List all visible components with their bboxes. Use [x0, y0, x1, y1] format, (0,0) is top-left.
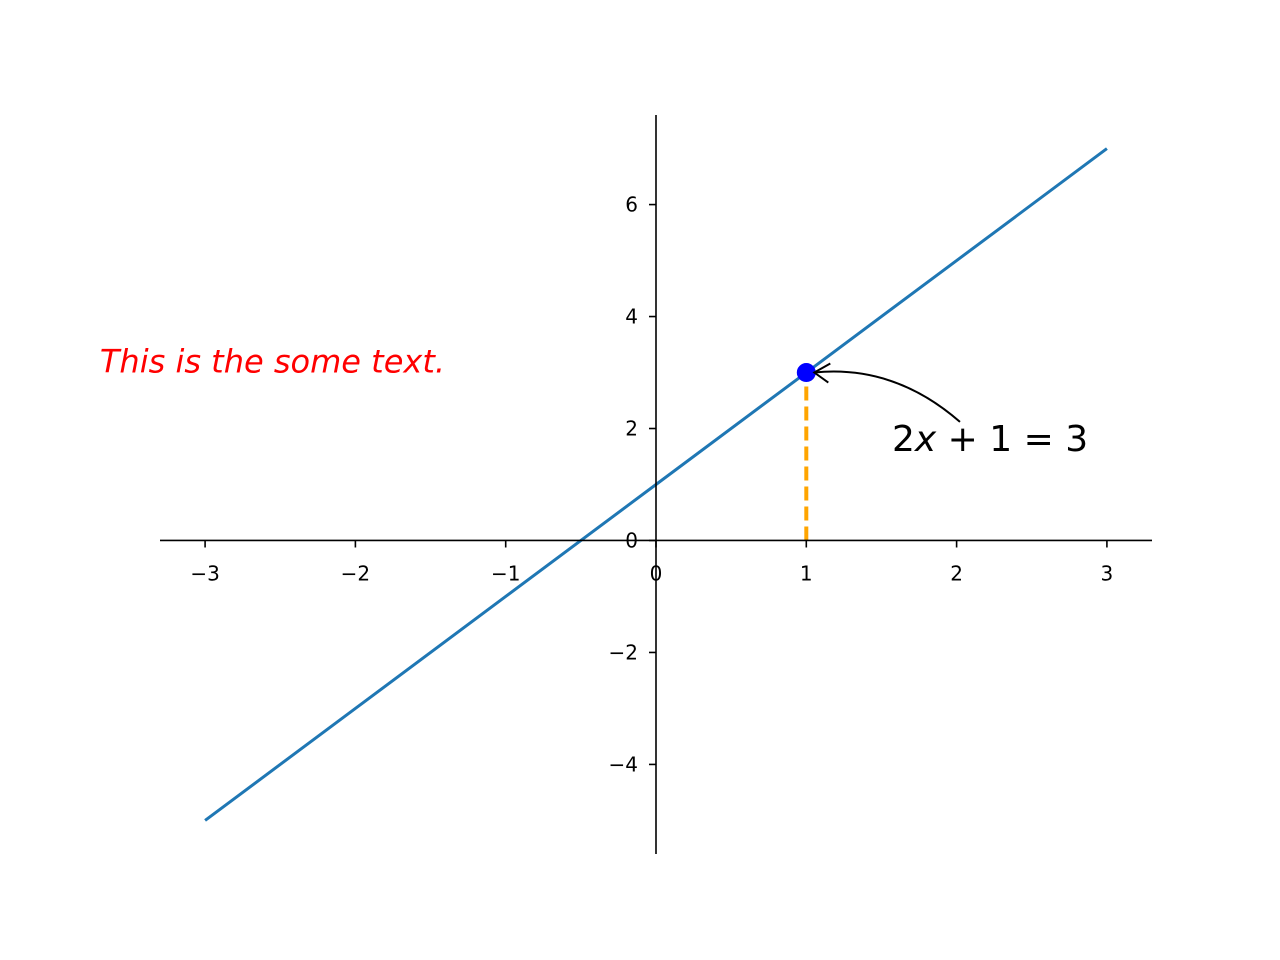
- annotation-layer: 2x + 1 = 3 This is the some text.: [100, 343, 1088, 460]
- x-tick-label: 3: [1101, 561, 1114, 585]
- y-tick-label: 2: [625, 417, 638, 441]
- x-tick-label: 2: [950, 561, 963, 585]
- x-tick-label: 0: [650, 561, 663, 585]
- x-tick-label: 1: [800, 561, 813, 585]
- x-tick-label: −2: [341, 561, 370, 585]
- ticks-layer: −3 −2 −1 0 1 2 3 −4 −2 0 2 4 6: [190, 193, 1113, 777]
- x-tick-label: −1: [491, 561, 520, 585]
- note-annotation-text: This is the some text.: [100, 343, 445, 381]
- y-tick-label: 4: [625, 305, 638, 329]
- equation-annotation-text: 2x + 1 = 3: [892, 419, 1088, 460]
- x-tick-label: −3: [190, 561, 219, 585]
- annotation-arrowhead: [812, 362, 831, 384]
- annotation-arrow: [814, 370, 961, 423]
- y-tick-label: 6: [625, 193, 638, 217]
- y-tick-label: −2: [609, 640, 638, 664]
- y-tick-label: −4: [609, 752, 638, 776]
- y-tick-label: 0: [625, 528, 638, 552]
